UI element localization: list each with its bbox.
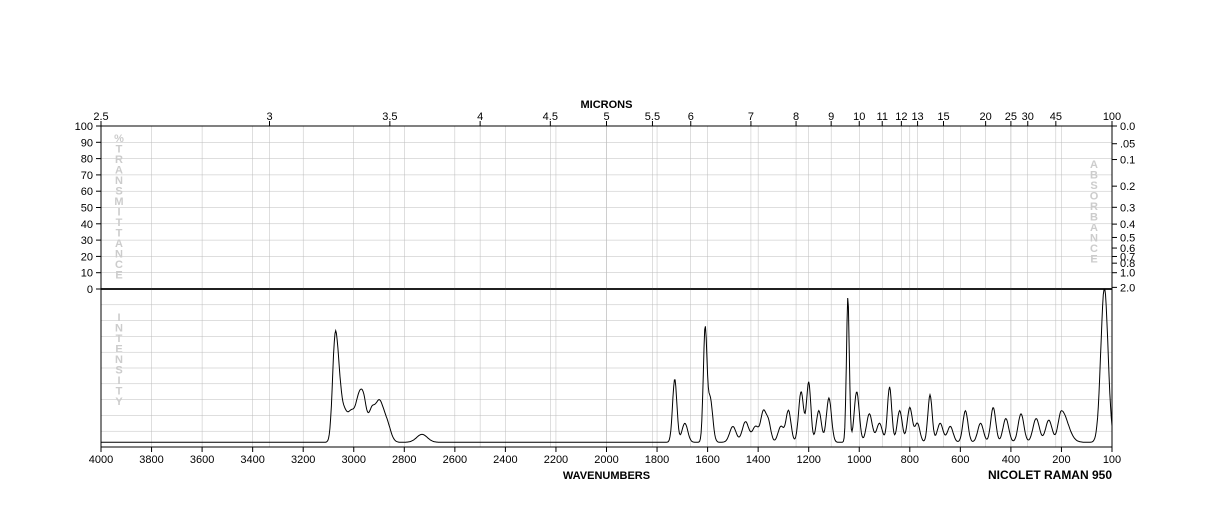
micron-tick-label: 5.5 (645, 111, 660, 123)
transmittance-tick-label: 70 (81, 170, 93, 182)
micron-tick-label: 45 (1050, 111, 1062, 123)
micron-tick-label: 5 (603, 111, 609, 123)
transmittance-tick-label: 20 (81, 251, 93, 263)
transmittance-tick-label: 0 (87, 284, 93, 296)
transmittance-tick-label: 80 (81, 154, 93, 166)
microns-ticks: 2.5 3 3.5 4 4.5 5 5.5 6 7 8 9 10 11 12 13 15 20 25 30 45 100 (93, 111, 1121, 126)
absorbance-tick-label: 0.1 (1120, 155, 1135, 167)
micron-tick-label: 100 (1103, 111, 1121, 123)
wavenumber-tick-label: 100 (1103, 454, 1121, 466)
wavenumber-tick-label: 2200 (544, 454, 568, 466)
wavenumber-tick-label: 1000 (847, 454, 871, 466)
instrument-brand: NICOLET RAMAN 950 (988, 468, 1112, 482)
transmittance-tick-label: 100 (75, 121, 93, 133)
absorbance-label: ABSORBANCE (1090, 159, 1099, 266)
micron-tick-label: 7 (748, 111, 754, 123)
absorbance-tick-label: 0.0 (1120, 121, 1135, 133)
micron-tick-label: 10 (853, 111, 865, 123)
micron-tick-label: 15 (937, 111, 949, 123)
transmittance-ticks: 0 10 20 30 40 50 60 70 80 90 100 (75, 121, 101, 296)
micron-tick-label: 4.5 (543, 111, 558, 123)
absorbance-tick-label: 0.4 (1120, 219, 1135, 231)
micron-tick-label: 8 (793, 111, 799, 123)
transmittance-tick-label: 30 (81, 235, 93, 247)
wavenumber-tick-label: 2800 (392, 454, 416, 466)
wavenumber-tick-label: 3600 (190, 454, 214, 466)
micron-tick-label: 4 (477, 111, 483, 123)
svg-text:E: E (1090, 254, 1097, 266)
absorbance-tick-label: 0.3 (1120, 202, 1135, 214)
wavenumber-tick-label: 1800 (645, 454, 669, 466)
transmittance-tick-label: 40 (81, 219, 93, 231)
micron-tick-label: 6 (688, 111, 694, 123)
transmittance-tick-label: 60 (81, 186, 93, 198)
wavenumber-tick-label: 1600 (695, 454, 719, 466)
wavenumber-tick-label: 2400 (493, 454, 517, 466)
absorbance-tick-label: 0.2 (1120, 181, 1135, 193)
wavenumber-tick-label: 3200 (291, 454, 315, 466)
transmittance-tick-label: 90 (81, 137, 93, 149)
wavenumber-tick-label: 800 (901, 454, 919, 466)
absorbance-tick-label: .05 (1120, 139, 1135, 151)
wavenumber-tick-label: 1200 (796, 454, 820, 466)
absorbance-tick-label: 1.0 (1120, 268, 1135, 280)
wavenumber-tick-label: 4000 (89, 454, 113, 466)
wavenumber-tick-label: 3800 (139, 454, 163, 466)
spectrum-svg: MICRONS 2.5 3 3.5 4 4.5 5 5.5 6 7 8 9 10 11 12 13 15 20 25… (0, 0, 1224, 528)
wavenumber-tick-label: 2000 (594, 454, 618, 466)
micron-tick-label: 30 (1022, 111, 1034, 123)
micron-tick-label: 3.5 (382, 111, 397, 123)
wavenumber-tick-label: 3400 (240, 454, 264, 466)
transmittance-tick-label: 50 (81, 203, 93, 215)
absorbance-tick-label: 2.0 (1120, 282, 1135, 294)
transmittance-tick-label: 10 (81, 268, 93, 280)
wavenumbers-title: WAVENUMBERS (563, 470, 650, 482)
wavenumber-tick-label: 3000 (342, 454, 366, 466)
micron-tick-label: 25 (1005, 111, 1017, 123)
absorbance-ticks: 0.0.050.10.20.30.40.50.60.70.81.02.0 (1112, 121, 1135, 294)
microns-title: MICRONS (581, 99, 633, 111)
transmittance-label: %TRANSMITTANCE (114, 133, 124, 282)
micron-tick-label: 2.5 (93, 111, 108, 123)
spectrum-figure: MICRONS 2.5 3 3.5 4 4.5 5 5.5 6 7 8 9 10 11 12 13 15 20 25… (0, 0, 1224, 528)
micron-tick-label: 13 (911, 111, 923, 123)
micron-tick-label: 20 (980, 111, 992, 123)
micron-tick-label: 3 (266, 111, 272, 123)
wavenumber-tick-label: 400 (1002, 454, 1020, 466)
wavenumber-tick-label: 200 (1052, 454, 1070, 466)
micron-tick-label: 12 (895, 111, 907, 123)
wavenumber-tick-label: 600 (951, 454, 969, 466)
micron-tick-label: 11 (877, 111, 888, 123)
wavenumber-ticks: 4000 3800 3600 3400 3200 3000 2800 2600 2400 2200… (89, 447, 1121, 466)
svg-text:Y: Y (115, 396, 123, 408)
wavenumber-tick-label: 2600 (443, 454, 467, 466)
grid-vertical (101, 126, 1112, 447)
micron-tick-label: 9 (828, 111, 834, 123)
svg-text:E: E (115, 270, 122, 282)
wavenumber-tick-label: 1400 (746, 454, 770, 466)
intensity-label: INTENSITY (115, 312, 123, 408)
